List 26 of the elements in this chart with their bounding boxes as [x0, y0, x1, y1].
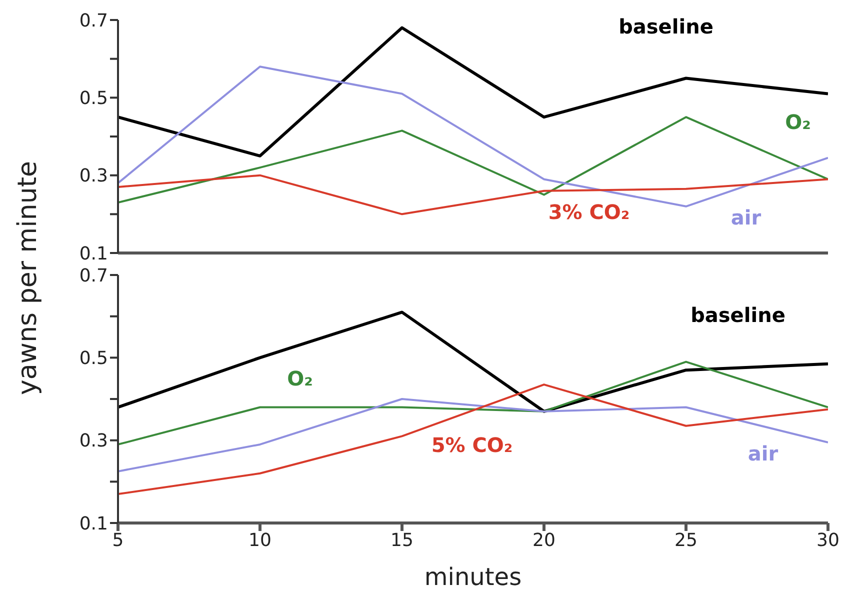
x-tick-label: 10	[248, 530, 272, 551]
x-tick-label: 25	[674, 530, 698, 551]
x-tick-label: 30	[816, 530, 840, 551]
series-label: 3% CO₂	[548, 200, 630, 224]
series-label: air	[730, 205, 762, 230]
x-tick-label: 20	[532, 530, 556, 551]
series-label: O₂	[287, 366, 313, 390]
x-axis-title: minutes	[424, 563, 522, 591]
y-tick-label: 0.7	[79, 265, 108, 286]
series-label: baseline	[690, 302, 786, 327]
x-tick-label: 15	[390, 530, 414, 551]
series-label: 5% CO₂	[431, 433, 513, 458]
text: baseline	[618, 14, 714, 38]
x-tick-label: 5	[112, 530, 124, 551]
line-series	[118, 116, 828, 204]
y-tick-label: 0.3	[79, 166, 108, 187]
y-tick-label: 0.5	[79, 348, 108, 370]
line-series	[118, 398, 828, 472]
y-axis-title: yawns per minute	[13, 160, 43, 396]
y-tick-label: 0.3	[79, 430, 108, 452]
series-label: O₂	[785, 110, 811, 134]
series-label: air	[748, 441, 778, 466]
y-tick-label: 0.7	[79, 10, 108, 32]
y-tick-label: 0.5	[79, 88, 108, 110]
y-tick-label: 0.1	[79, 513, 108, 534]
y-tick-label: 0.1	[79, 243, 108, 264]
